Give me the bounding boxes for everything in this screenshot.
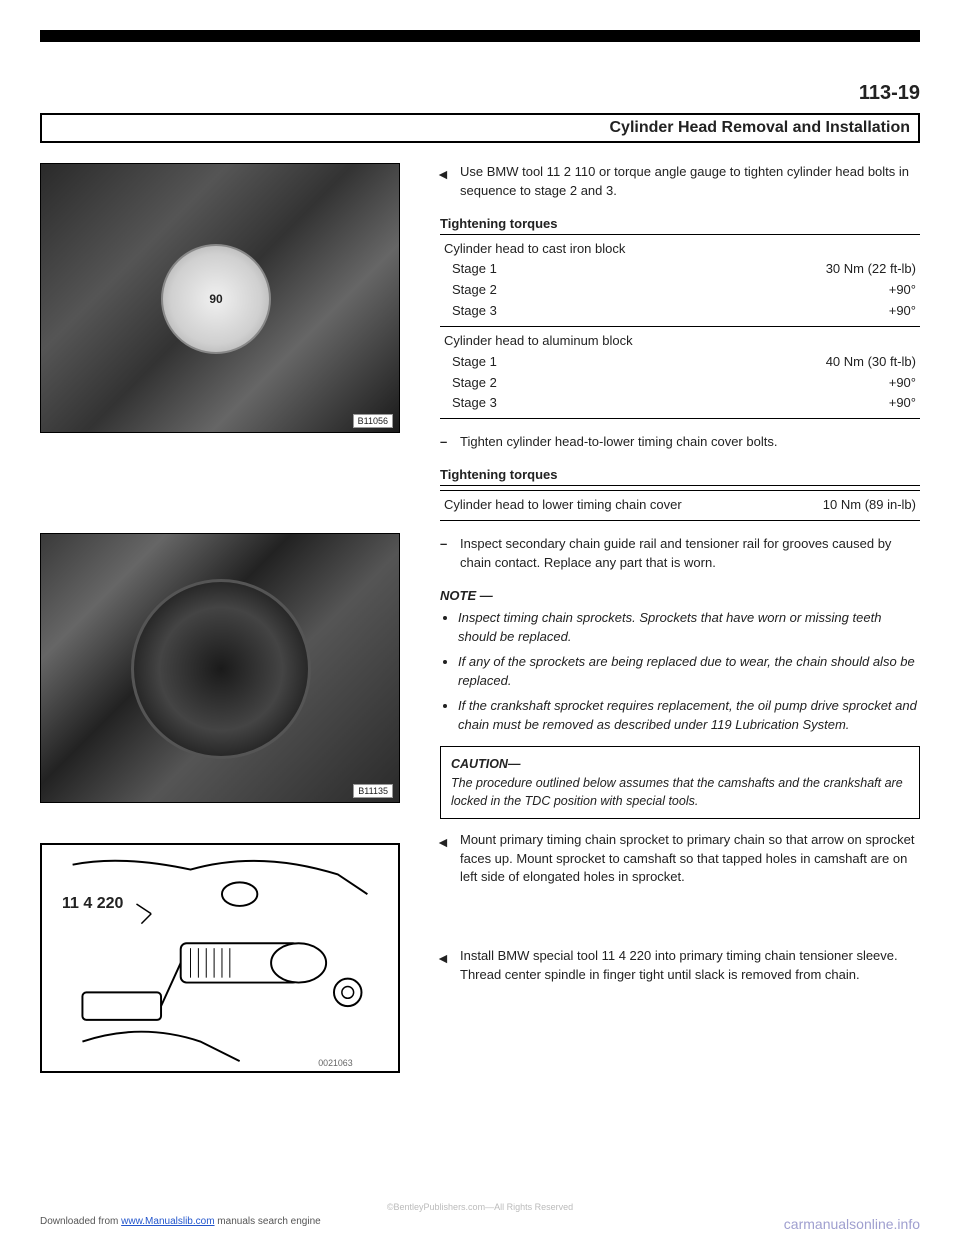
step-3: – Inspect secondary chain guide rail and… — [440, 535, 920, 573]
dash-icon: – — [440, 433, 447, 452]
tensioner-svg: 0021063 — [42, 845, 398, 1071]
page-number: 113-19 — [859, 82, 920, 104]
step4-text: Mount primary timing chain sprocket to p… — [460, 832, 914, 885]
torques-heading-2: Tightening torques — [440, 466, 920, 486]
diagram-tool-label: 11 4 220 — [62, 895, 123, 913]
photo-sprocket: B11135 — [40, 533, 400, 803]
table-row: Stage 3 +90° — [440, 393, 920, 414]
table-row: Stage 2 +90° — [440, 373, 920, 394]
photo-torque-gauge: B11056 — [40, 163, 400, 433]
step-4: Mount primary timing chain sprocket to p… — [440, 831, 920, 888]
table-row: Cylinder head to lower timing chain cove… — [440, 495, 920, 516]
footer-center: ©BentleyPublishers.com—All Rights Reserv… — [0, 1202, 960, 1212]
step2-text: Tighten cylinder head-to-lower timing ch… — [460, 434, 777, 449]
gauge-dial-icon — [161, 244, 271, 354]
step1-text: Use BMW tool 11 2 110 or torque angle ga… — [460, 164, 909, 198]
footer-right: carmanualsonline.info — [784, 1216, 920, 1232]
step-1: Use BMW tool 11 2 110 or torque angle ga… — [440, 163, 920, 201]
step-2: – Tighten cylinder head-to-lower timing … — [440, 433, 920, 452]
torque-group-1: Cylinder head to cast iron block Stage 1… — [440, 239, 920, 327]
step5-text: Install BMW special tool 11 4 220 into p… — [460, 948, 898, 982]
top-bar — [40, 30, 920, 42]
caution-text: The procedure outlined below assumes tha… — [451, 774, 909, 810]
page-header: 113-19 — [40, 82, 920, 105]
diagram-tensioner-tool: 11 4 220 — [40, 843, 400, 1073]
footer-left: Downloaded from www.Manualslib.com manua… — [40, 1216, 321, 1232]
table-row: Stage 3 +90° — [440, 301, 920, 322]
note-heading: NOTE — — [440, 587, 920, 606]
caution-box: CAUTION— The procedure outlined below as… — [440, 746, 920, 818]
torque-g2-title: Cylinder head to aluminum block — [440, 331, 920, 352]
note-list: Inspect timing chain sprockets. Sprocket… — [440, 609, 920, 734]
content-area: B11056 B11135 11 4 220 — [40, 163, 920, 1073]
caution-title: CAUTION— — [451, 755, 909, 773]
list-item: Inspect timing chain sprockets. Sprocket… — [458, 609, 920, 647]
section-title: Cylinder Head Removal and Installation — [40, 113, 920, 143]
photo2-label: B11135 — [353, 784, 393, 798]
torque-group-2: Cylinder head to aluminum block Stage 1 … — [440, 331, 920, 419]
table-row: Stage 1 40 Nm (30 ft-lb) — [440, 352, 920, 373]
photo1-label: B11056 — [353, 414, 393, 428]
table-row: Stage 2 +90° — [440, 280, 920, 301]
list-item: If the crankshaft sprocket requires repl… — [458, 697, 920, 735]
right-column: Use BMW tool 11 2 110 or torque angle ga… — [440, 163, 920, 1073]
page-container: 113-19 Cylinder Head Removal and Install… — [0, 0, 960, 1242]
diagram-corner-label: 0021063 — [318, 1058, 352, 1068]
step3-text: Inspect secondary chain guide rail and t… — [460, 536, 891, 570]
table-row: Stage 1 30 Nm (22 ft-lb) — [440, 259, 920, 280]
dash-icon: – — [440, 535, 447, 554]
left-column: B11056 B11135 11 4 220 — [40, 163, 410, 1073]
list-item: If any of the sprockets are being replac… — [458, 653, 920, 691]
torque-single: Cylinder head to lower timing chain cove… — [440, 490, 920, 521]
page-footer: Downloaded from www.Manualslib.com manua… — [40, 1216, 920, 1232]
step-5: Install BMW special tool 11 4 220 into p… — [440, 947, 920, 985]
manualslib-link[interactable]: www.Manualslib.com — [121, 1216, 214, 1227]
sprocket-icon — [131, 579, 311, 759]
torque-g1-title: Cylinder head to cast iron block — [440, 239, 920, 260]
torques-heading-1: Tightening torques — [440, 215, 920, 235]
